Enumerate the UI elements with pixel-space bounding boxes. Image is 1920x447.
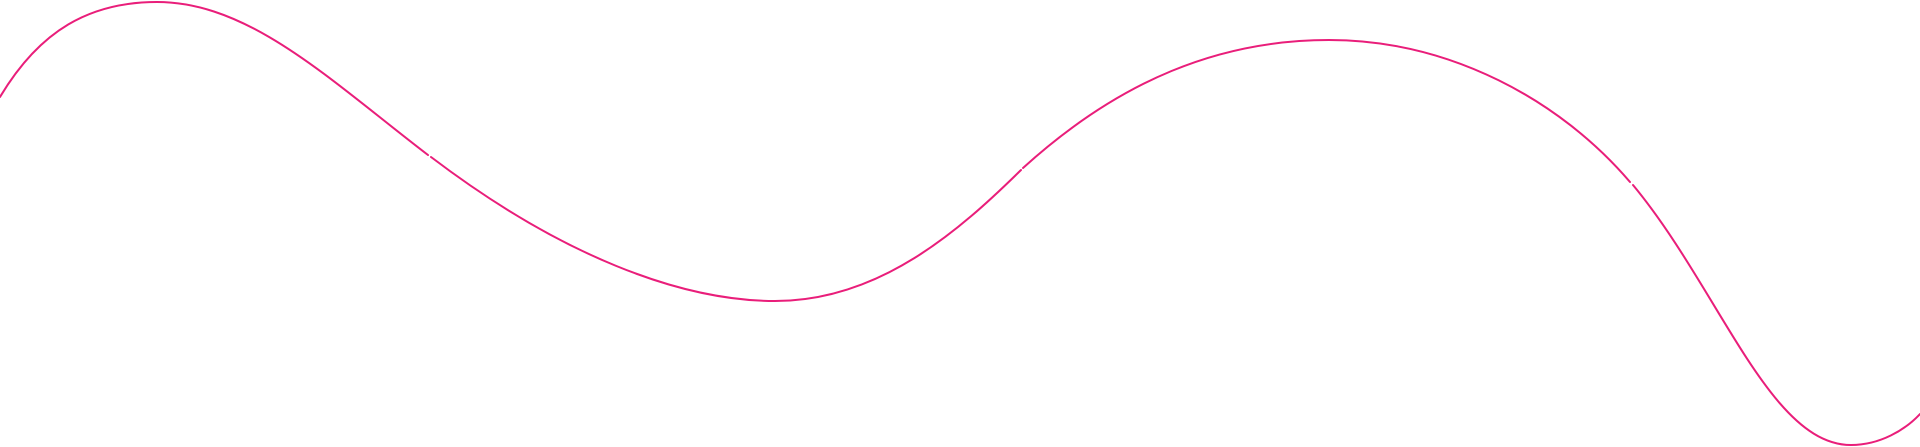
wave-segment-1 — [0, 0, 429, 156]
wave-segment-2 — [430, 156, 1022, 303]
wave-segment-4 — [1632, 184, 1920, 447]
wave-segment-3 — [1022, 38, 1631, 183]
